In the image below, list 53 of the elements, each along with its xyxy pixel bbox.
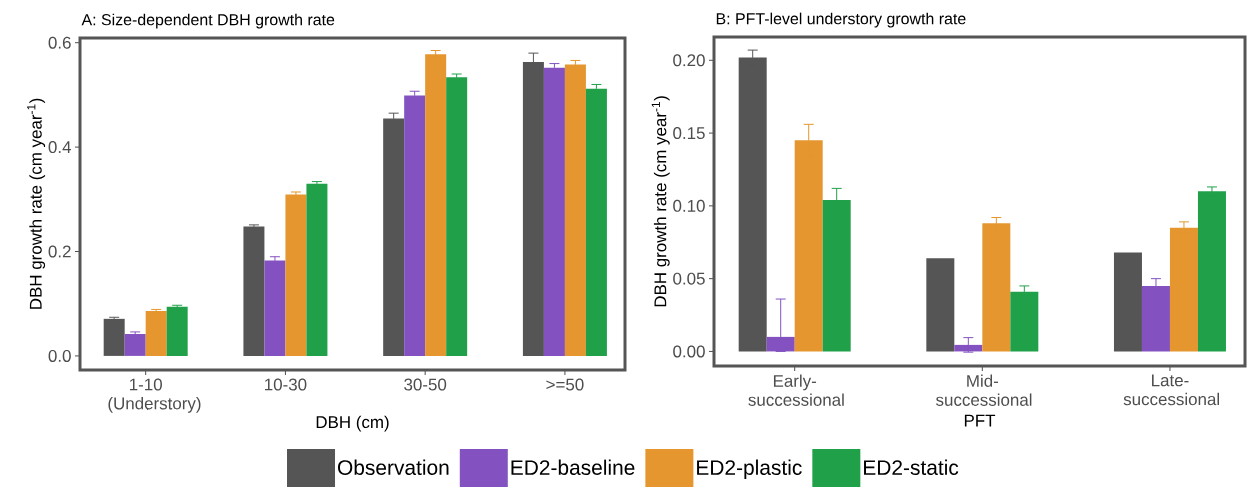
- bar: [1169, 227, 1198, 352]
- legend-label: ED2-static: [864, 459, 959, 475]
- x-tick-label: Late-successional: [1123, 374, 1219, 406]
- y-axis-title: DBH growth rate (cm year$^{-1}$): [651, 96, 670, 307]
- x-tick-label: Early-successional: [748, 374, 844, 406]
- bar: [522, 62, 544, 356]
- bar: [766, 336, 795, 352]
- y-tick-label: 0.05: [673, 272, 705, 285]
- bar: [543, 67, 565, 356]
- chart-title: A: Size-dependent DBH growth rate: [81, 13, 335, 29]
- bar: [794, 140, 823, 352]
- bar: [738, 57, 767, 352]
- y-tick-label: 0.20: [673, 54, 705, 67]
- bar: [926, 258, 955, 352]
- y-tick-label: 0.2: [48, 245, 71, 258]
- bar: [982, 223, 1011, 352]
- y-axis-title: DBH growth rate (cm year$^{-1}$): [27, 98, 46, 309]
- bar: [124, 333, 146, 356]
- y-tick-label: 0.6: [48, 36, 71, 49]
- bar: [285, 194, 307, 356]
- bar: [446, 77, 468, 356]
- bar: [564, 64, 586, 356]
- bar: [103, 318, 125, 356]
- x-tick-label: >=50: [546, 378, 584, 391]
- chart-title: B: PFT-level understory growth rate: [716, 12, 966, 28]
- x-tick-label: 10-30: [265, 378, 307, 391]
- x-tick-label: 30-50: [404, 378, 447, 391]
- bar: [585, 88, 607, 356]
- bar: [1113, 252, 1142, 352]
- bar: [404, 95, 426, 356]
- bar: [1197, 191, 1226, 352]
- legend-label: ED2-baseline: [511, 459, 635, 475]
- bar: [822, 200, 851, 352]
- bar: [166, 306, 188, 356]
- x-tick-label: Mid-successional: [936, 374, 1032, 406]
- y-tick-label: 0.4: [48, 141, 71, 154]
- legend-label: ED2-plastic: [697, 459, 802, 480]
- bar: [145, 311, 167, 356]
- legend-label: Observation: [337, 459, 449, 475]
- y-tick-label: 0.0: [48, 349, 71, 362]
- x-tick-label: 1-10 (Understory): [108, 378, 201, 413]
- bar: [383, 118, 405, 356]
- bar: [425, 54, 447, 356]
- bar: [1141, 285, 1170, 352]
- x-axis-title: PFT: [964, 414, 996, 427]
- bar: [1010, 291, 1039, 352]
- bar: [264, 260, 286, 356]
- bar: [306, 183, 328, 356]
- x-axis-title: DBH (cm): [316, 415, 389, 432]
- y-tick-label: 0.15: [673, 127, 705, 140]
- y-tick-label: 0.10: [673, 199, 705, 212]
- bar: [243, 226, 265, 356]
- y-tick-label: 0.00: [673, 345, 705, 358]
